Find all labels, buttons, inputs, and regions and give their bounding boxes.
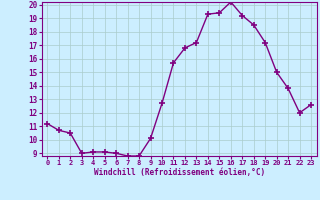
X-axis label: Windchill (Refroidissement éolien,°C): Windchill (Refroidissement éolien,°C) bbox=[94, 168, 265, 177]
